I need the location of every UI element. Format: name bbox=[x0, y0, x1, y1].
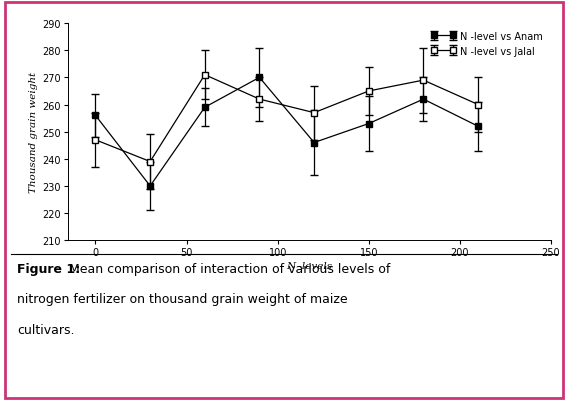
Legend: N -level vs Anam, N -level vs Jalal: N -level vs Anam, N -level vs Jalal bbox=[428, 29, 546, 59]
Text: Figure 1:: Figure 1: bbox=[17, 263, 80, 275]
Y-axis label: Thousand grain weight: Thousand grain weight bbox=[30, 72, 39, 193]
Text: cultivars.: cultivars. bbox=[17, 323, 74, 336]
Text: nitrogen fertilizer on thousand grain weight of maize: nitrogen fertilizer on thousand grain we… bbox=[17, 293, 348, 306]
X-axis label: N -levels: N -levels bbox=[286, 262, 333, 271]
Text: Mean comparison of interaction of various levels of: Mean comparison of interaction of variou… bbox=[65, 263, 391, 275]
